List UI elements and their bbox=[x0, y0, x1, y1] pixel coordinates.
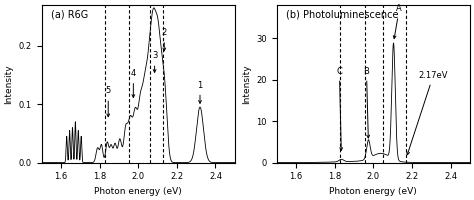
Text: 1: 1 bbox=[197, 81, 202, 103]
Text: (a) R6G: (a) R6G bbox=[51, 10, 89, 20]
X-axis label: Photon energy (eV): Photon energy (eV) bbox=[329, 187, 417, 196]
Text: A: A bbox=[393, 4, 402, 39]
Y-axis label: Intensity: Intensity bbox=[4, 64, 13, 104]
Text: 2: 2 bbox=[162, 28, 167, 51]
X-axis label: Photon energy (eV): Photon energy (eV) bbox=[94, 187, 182, 196]
Text: 4: 4 bbox=[131, 69, 136, 97]
Text: (b) Photoluminescence: (b) Photoluminescence bbox=[286, 10, 399, 20]
Text: B: B bbox=[364, 67, 370, 138]
Text: 2.17eV: 2.17eV bbox=[407, 71, 448, 155]
Y-axis label: Intensity: Intensity bbox=[242, 64, 251, 104]
Text: 5: 5 bbox=[106, 86, 111, 117]
Text: 3: 3 bbox=[152, 51, 157, 72]
Text: C: C bbox=[337, 67, 343, 150]
